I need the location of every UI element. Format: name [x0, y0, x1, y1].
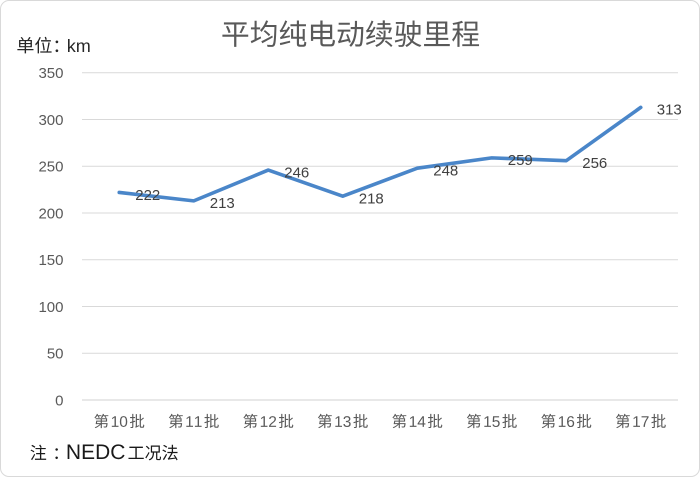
svg-text:313: 313: [657, 102, 682, 119]
svg-text:250: 250: [38, 159, 63, 176]
svg-text:300: 300: [38, 112, 63, 129]
svg-text:218: 218: [359, 191, 384, 208]
svg-text:200: 200: [38, 205, 63, 222]
svg-text:100: 100: [38, 299, 63, 316]
svg-text:150: 150: [38, 252, 63, 269]
svg-text:213: 213: [210, 195, 235, 212]
svg-text:246: 246: [284, 164, 309, 181]
svg-text:256: 256: [582, 155, 607, 172]
svg-text:248: 248: [433, 162, 458, 179]
svg-text:350: 350: [38, 65, 63, 82]
svg-text:50: 50: [47, 346, 64, 363]
svg-text:0: 0: [55, 392, 63, 409]
svg-text:259: 259: [508, 152, 533, 169]
svg-text:222: 222: [135, 187, 160, 204]
